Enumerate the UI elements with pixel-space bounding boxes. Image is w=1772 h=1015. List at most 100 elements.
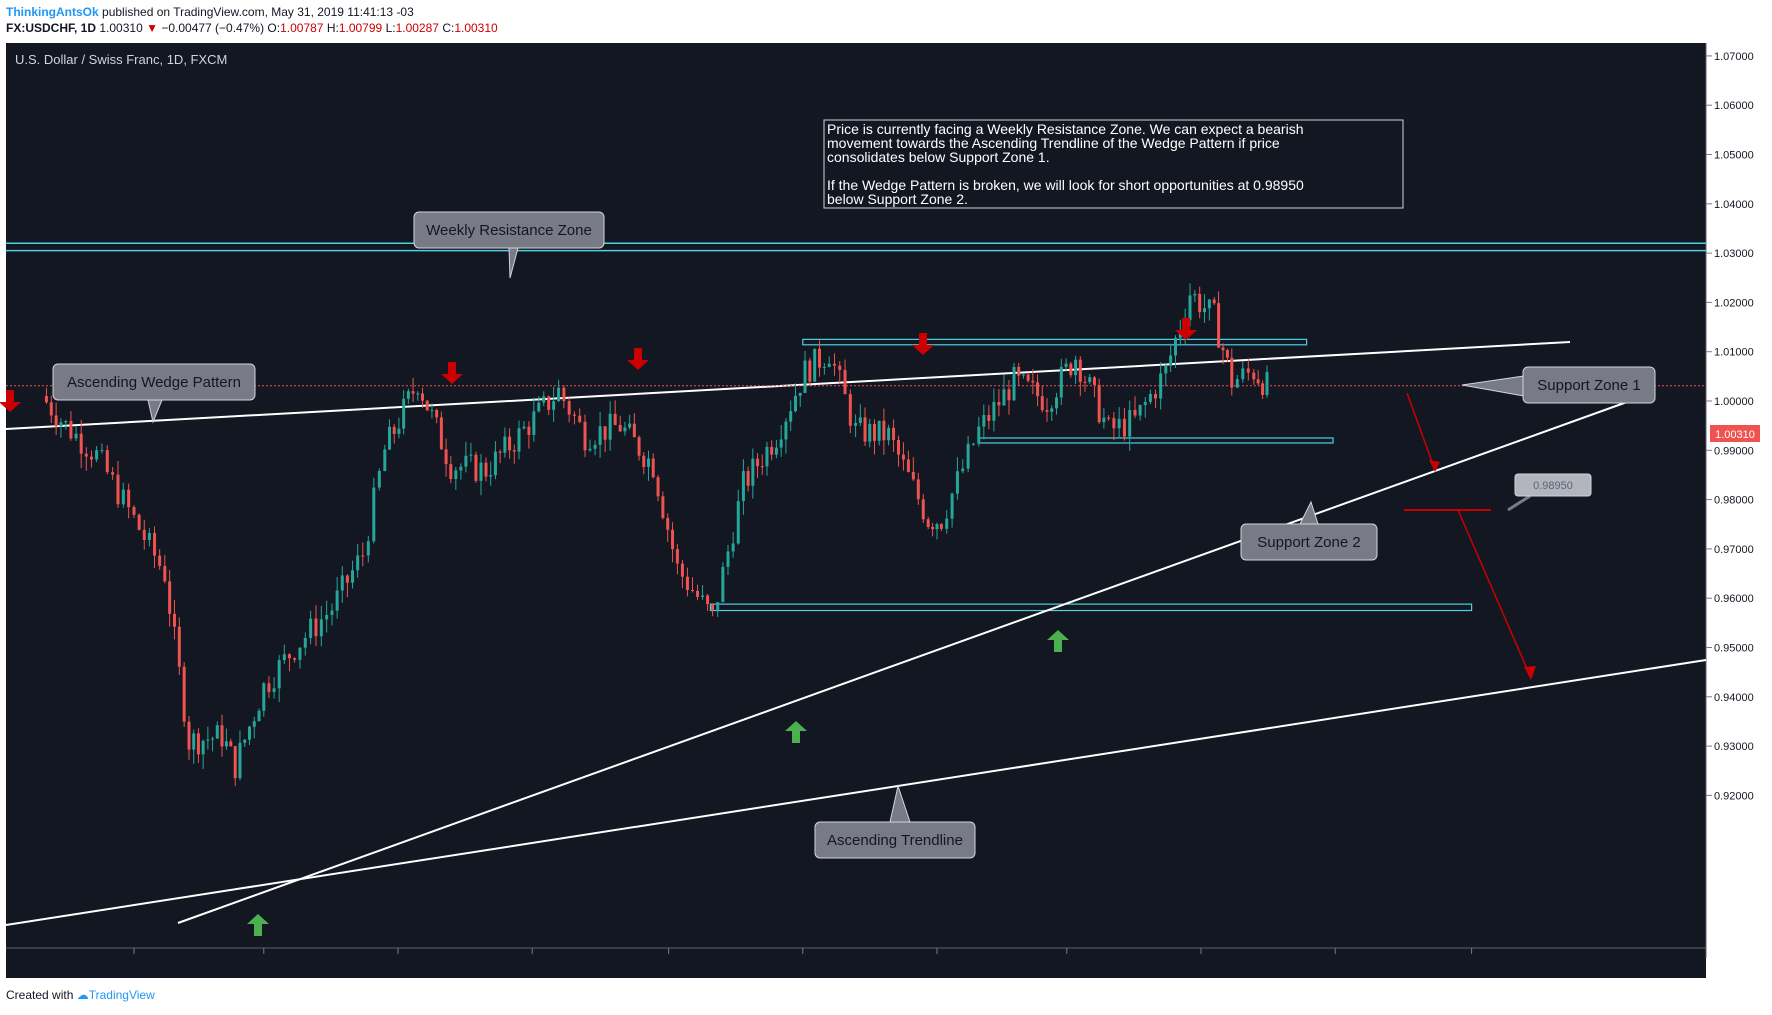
projection-arrow-1 [1406, 392, 1436, 471]
callout-wedge-pattern[interactable]: Ascending Wedge Pattern [52, 363, 256, 424]
candle-body [770, 446, 774, 455]
candle-body [1133, 409, 1137, 416]
candle-body [248, 726, 251, 740]
candle-body [784, 421, 788, 440]
candle-body [493, 451, 497, 476]
candle-body [111, 472, 115, 475]
candle-body [182, 666, 186, 722]
price-tick-label: 0.97000 [1714, 544, 1754, 556]
candle-body [1026, 374, 1030, 381]
wedge-lower-line [177, 401, 1628, 924]
candle-body [690, 589, 694, 591]
candle-body [309, 618, 313, 639]
price-axis[interactable]: 1.07000 1.06000 1.05000 1.04000 1.03000 1.020… [1706, 51, 1754, 803]
down-arrow-icon [627, 348, 649, 370]
candle-body [100, 450, 104, 452]
candle-body [593, 444, 597, 449]
candle-body [741, 471, 745, 502]
candle-body [527, 426, 531, 436]
candle-body [1154, 394, 1158, 399]
author-link[interactable]: ThinkingAntsOk [6, 5, 99, 19]
time-axis[interactable]: 2018 Mar May Jul Sep Nov 2019 Mar May Jul Sep [121, 948, 1483, 972]
candle-body [105, 450, 109, 473]
candle-body [498, 451, 502, 453]
price-tick-label: 0.93000 [1714, 741, 1754, 753]
candle-body [345, 575, 349, 583]
candle-body [1261, 383, 1265, 395]
time-tick-label: May [387, 958, 410, 972]
tradingview-logo-icon[interactable]: ☁ [76, 988, 89, 1002]
candle-body [116, 474, 120, 505]
candle-body [340, 575, 344, 591]
candle-body [439, 417, 443, 450]
target-price-label[interactable]: 0.98950 [1507, 473, 1592, 512]
candle-body [567, 401, 571, 415]
callout-support-zone-2[interactable]: Support Zone 2 [1240, 500, 1378, 561]
down-triangle-icon: ▼ [146, 21, 158, 35]
time-tick-label: Mar [1056, 958, 1077, 972]
candle-body [163, 565, 167, 582]
candle-body [454, 470, 458, 480]
candle-body [955, 471, 959, 494]
candle-body [1138, 404, 1142, 416]
price-tick-label: 1.05000 [1714, 150, 1754, 162]
candle-body [1256, 379, 1260, 384]
symbol-label: FX:USDCHF, 1D [6, 21, 97, 35]
candle-body [211, 738, 215, 740]
candle-body [892, 427, 896, 440]
candle-body [397, 428, 401, 434]
candle-body [517, 428, 521, 452]
candle-body [628, 423, 632, 428]
candle-body [882, 420, 886, 441]
candle-body [444, 449, 448, 465]
candle-body [632, 423, 636, 438]
last-price: 1.00310 [99, 21, 143, 35]
candle-body [127, 489, 131, 508]
candle-body [416, 393, 420, 395]
candle-body [479, 462, 483, 481]
footer-brand[interactable]: TradingView [88, 988, 155, 1002]
price-tick-label: 0.96000 [1714, 593, 1754, 605]
info-line-2: movement towards the Ascending Trendline… [827, 135, 1280, 151]
candle-body [1230, 357, 1234, 388]
candle-body [1092, 377, 1096, 385]
candle-body [89, 456, 93, 460]
candle-body [736, 501, 740, 544]
open-value: 1.00787 [280, 21, 324, 35]
support-zone-1-rect [802, 338, 1308, 346]
candle-body [756, 458, 760, 467]
price-tick-label: 1.04000 [1714, 199, 1754, 211]
candle-body [201, 740, 205, 755]
candle-body [578, 415, 582, 422]
candle-body [642, 455, 646, 467]
projection-arrow-2 [1457, 509, 1532, 679]
candle-body [552, 401, 556, 410]
info-box[interactable]: Price is currently facing a Weekly Resis… [823, 119, 1404, 209]
candle-body [656, 477, 660, 497]
candle-body [158, 555, 162, 566]
chart-title: U.S. Dollar / Swiss Franc, 1D, FXCM [15, 52, 227, 67]
callout-weekly-resistance[interactable]: Weekly Resistance Zone [413, 211, 605, 279]
header: ThinkingAntsOk published on TradingView.… [6, 4, 498, 36]
candle-body [877, 420, 881, 441]
info-line-6: below Support Zone 2. [827, 191, 968, 207]
candle-body [238, 742, 242, 779]
candle-body [854, 422, 858, 426]
time-tick-label: 2018 [121, 958, 148, 972]
callout-ascending-trendline[interactable]: Ascending Trendline [814, 784, 976, 859]
candle-body [765, 446, 769, 467]
candle-body [282, 654, 286, 661]
candle-body [1207, 299, 1211, 309]
projection-arrowhead-2 [1524, 666, 1536, 680]
callout-sz2-label: Support Zone 2 [1257, 534, 1360, 551]
candle-body [685, 576, 689, 590]
zones-layer [6, 242, 1706, 612]
last-price-tag: 1.00310 [1710, 425, 1760, 442]
price-tick-label: 0.98000 [1714, 495, 1754, 507]
candle-body [459, 466, 463, 471]
candle-body [832, 363, 836, 366]
candle-body [887, 427, 891, 441]
callout-support-zone-1[interactable]: Support Zone 1 [1461, 366, 1656, 404]
candle-body [64, 420, 68, 423]
